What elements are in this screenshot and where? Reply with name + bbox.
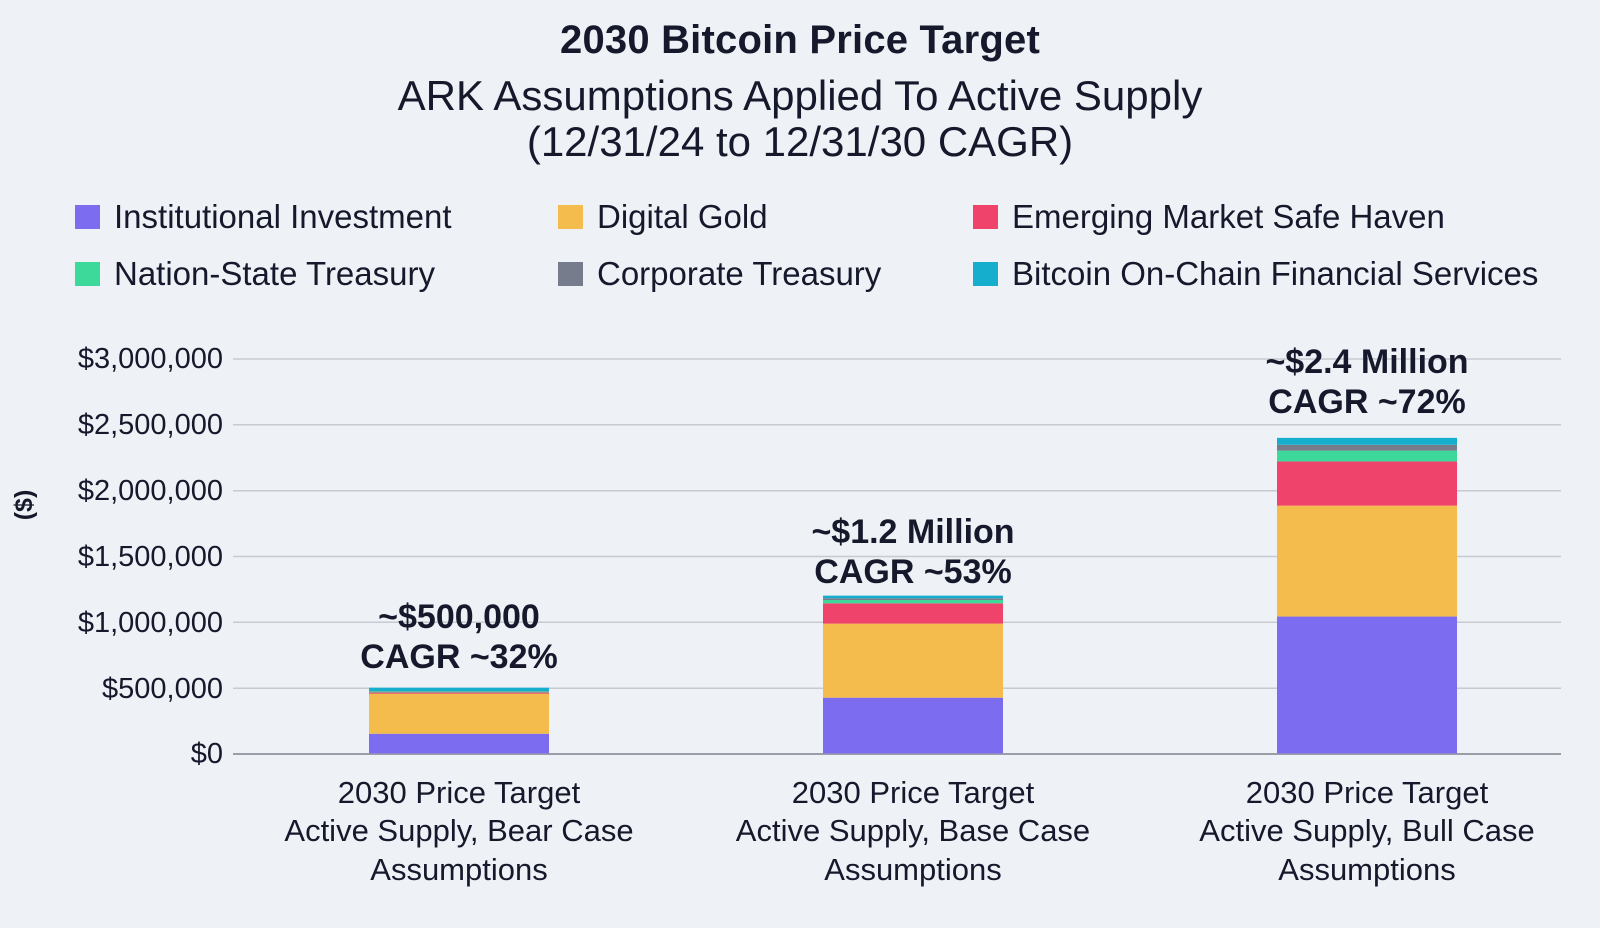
svg-text:$1,500,000: $1,500,000: [78, 541, 223, 573]
svg-text:Assumptions: Assumptions: [370, 852, 547, 887]
svg-text:$0: $0: [191, 738, 223, 770]
svg-text:CAGR ~32%: CAGR ~32%: [360, 638, 557, 676]
svg-text:$500,000: $500,000: [102, 673, 223, 705]
svg-text:2030 Price Target: 2030 Price Target: [1246, 775, 1489, 810]
svg-text:Active Supply, Base Case: Active Supply, Base Case: [736, 813, 1090, 848]
svg-text:~$1.2 Million: ~$1.2 Million: [811, 513, 1014, 551]
svg-text:Active Supply, Bull Case: Active Supply, Bull Case: [1199, 813, 1534, 848]
svg-text:CAGR ~53%: CAGR ~53%: [814, 553, 1011, 591]
svg-text:2030 Price Target: 2030 Price Target: [792, 775, 1035, 810]
svg-text:$2,000,000: $2,000,000: [78, 475, 223, 507]
svg-text:$1,000,000: $1,000,000: [78, 607, 223, 639]
svg-text:CAGR ~72%: CAGR ~72%: [1268, 383, 1465, 421]
svg-text:Assumptions: Assumptions: [1278, 852, 1455, 887]
svg-text:Active Supply, Bear Case: Active Supply, Bear Case: [284, 813, 633, 848]
svg-text:Assumptions: Assumptions: [824, 852, 1001, 887]
svg-text:$2,500,000: $2,500,000: [78, 409, 223, 441]
svg-text:$3,000,000: $3,000,000: [78, 343, 223, 375]
svg-text:2030 Price Target: 2030 Price Target: [338, 775, 581, 810]
svg-text:~$500,000: ~$500,000: [378, 598, 540, 636]
svg-text:($): ($): [10, 490, 38, 521]
svg-text:~$2.4 Million: ~$2.4 Million: [1265, 343, 1468, 381]
